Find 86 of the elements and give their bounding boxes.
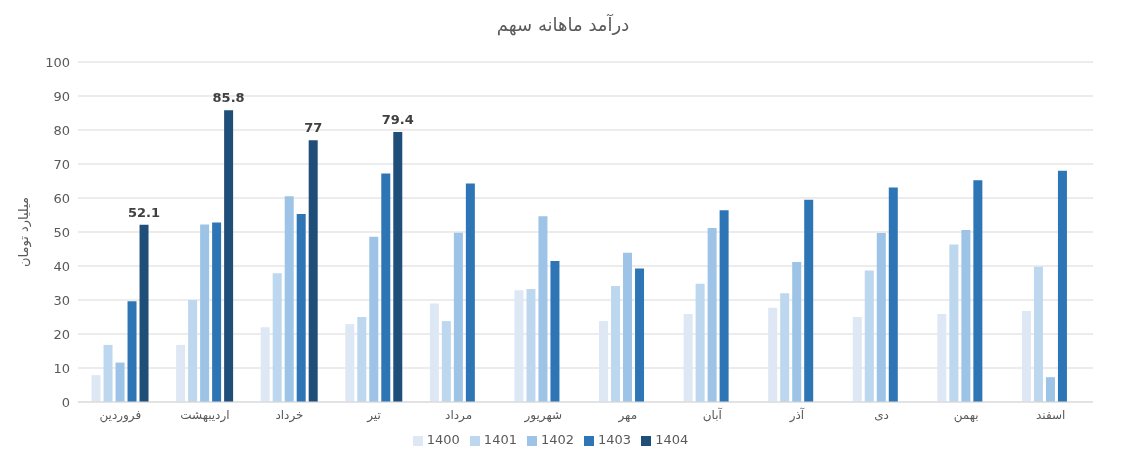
bar bbox=[695, 283, 705, 402]
bar bbox=[115, 362, 125, 402]
bar bbox=[852, 317, 862, 402]
y-tick-label: 60 bbox=[53, 190, 70, 206]
y-tick-label: 80 bbox=[53, 122, 70, 138]
bar bbox=[768, 307, 778, 402]
bar bbox=[635, 268, 645, 402]
data-label: 52.1 bbox=[127, 204, 161, 220]
bar bbox=[345, 324, 355, 402]
bar bbox=[284, 196, 294, 402]
bar bbox=[441, 321, 451, 402]
bar bbox=[937, 313, 947, 402]
bar bbox=[296, 213, 306, 402]
bar bbox=[514, 290, 524, 402]
bar bbox=[308, 140, 318, 402]
bar bbox=[949, 244, 959, 402]
y-tick-label: 90 bbox=[53, 88, 70, 104]
x-tick-label: آذر bbox=[788, 406, 805, 423]
bar bbox=[393, 132, 403, 402]
bar bbox=[526, 289, 536, 402]
bar bbox=[369, 236, 379, 402]
x-tick-label: اردیبهشت bbox=[180, 407, 230, 423]
y-tick-label: 0 bbox=[61, 394, 70, 410]
x-tick-label: خرداد bbox=[275, 407, 304, 423]
bar bbox=[188, 300, 198, 402]
bar bbox=[599, 321, 609, 402]
x-tick-label: دی bbox=[874, 407, 889, 422]
bar bbox=[611, 286, 621, 402]
data-label: 77 bbox=[304, 120, 323, 136]
x-tick-label: اسفند bbox=[1036, 407, 1066, 422]
bar bbox=[200, 224, 210, 402]
bar bbox=[357, 317, 367, 402]
y-tick-label: 100 bbox=[45, 54, 70, 70]
bar bbox=[465, 183, 475, 402]
legend-label: 1402 bbox=[540, 432, 575, 447]
x-tick-label: شهریور bbox=[523, 407, 562, 423]
bar bbox=[876, 233, 886, 402]
bar bbox=[272, 273, 282, 402]
bar bbox=[623, 252, 633, 402]
bar bbox=[1021, 310, 1031, 402]
bar bbox=[888, 187, 898, 402]
y-tick-label: 70 bbox=[53, 156, 70, 172]
bar bbox=[127, 301, 137, 402]
bar bbox=[1057, 170, 1067, 402]
chart-title: درآمد ماهانه سهم bbox=[495, 13, 631, 38]
bar bbox=[792, 261, 802, 402]
x-tick-label: مهر bbox=[617, 407, 638, 423]
bar bbox=[707, 227, 717, 402]
bar bbox=[260, 327, 270, 402]
bar bbox=[1033, 266, 1043, 402]
y-tick-label: 20 bbox=[53, 326, 70, 342]
legend-label: 1403 bbox=[598, 432, 632, 447]
bar bbox=[719, 210, 729, 402]
bar bbox=[91, 375, 101, 402]
bar bbox=[429, 303, 439, 402]
data-label: 85.8 bbox=[212, 90, 245, 106]
x-tick-label: آبان bbox=[702, 406, 723, 422]
y-tick-label: 10 bbox=[53, 360, 70, 376]
x-tick-label: مرداد bbox=[445, 407, 473, 423]
data-label: 79.4 bbox=[381, 112, 414, 128]
y-tick-label: 40 bbox=[53, 258, 70, 274]
x-tick-label: بهمن bbox=[953, 407, 979, 423]
bar bbox=[780, 293, 790, 402]
bar bbox=[961, 229, 971, 402]
legend-label: 1400 bbox=[426, 432, 460, 447]
y-axis-title: میلیارد تومان bbox=[15, 196, 32, 268]
bar bbox=[453, 232, 463, 402]
bar bbox=[176, 344, 186, 402]
bar bbox=[683, 313, 693, 402]
bar bbox=[103, 344, 113, 402]
bar bbox=[550, 260, 560, 402]
bar bbox=[139, 224, 149, 402]
y-tick-label: 50 bbox=[53, 224, 70, 240]
x-tick-label: تیر bbox=[366, 407, 381, 423]
bar bbox=[212, 222, 222, 402]
bar bbox=[973, 180, 983, 402]
y-tick-label: 30 bbox=[53, 292, 70, 308]
bar bbox=[224, 110, 234, 402]
bar bbox=[804, 199, 814, 402]
x-tick-label: فروردین bbox=[99, 407, 142, 423]
bar bbox=[1045, 377, 1055, 402]
legend-label: 1404 bbox=[655, 432, 689, 447]
legend-label: 1401 bbox=[483, 432, 517, 447]
bar bbox=[864, 270, 874, 402]
bar bbox=[381, 173, 391, 402]
bar bbox=[538, 216, 548, 402]
